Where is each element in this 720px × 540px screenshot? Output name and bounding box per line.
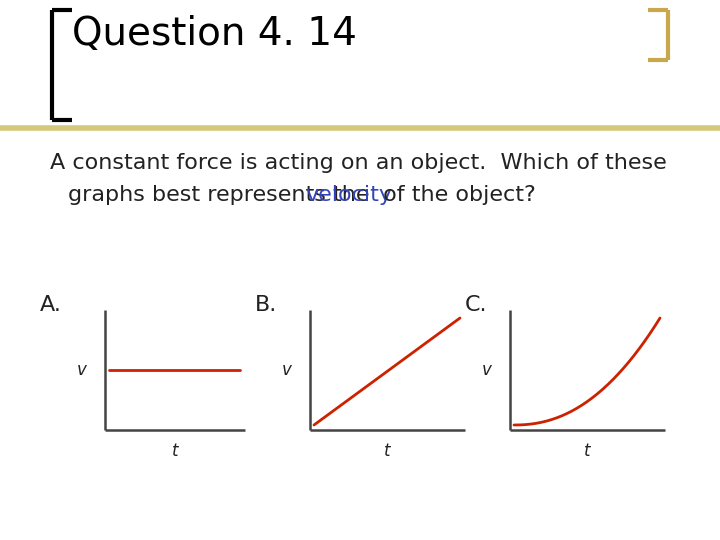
Text: v: v [77,361,87,379]
Text: A constant force is acting on an object.  Which of these: A constant force is acting on an object.… [50,153,667,173]
Text: v: v [482,361,492,379]
Text: B.: B. [255,295,277,315]
Text: t: t [384,442,391,460]
Text: Question 4. 14: Question 4. 14 [72,15,357,53]
Text: t: t [584,442,590,460]
Text: graphs best represents the: graphs best represents the [68,185,377,205]
Text: v: v [282,361,292,379]
Text: of the object?: of the object? [376,185,536,205]
Text: velocity: velocity [305,185,392,205]
Text: C.: C. [465,295,487,315]
Text: A.: A. [40,295,62,315]
Text: t: t [172,442,179,460]
